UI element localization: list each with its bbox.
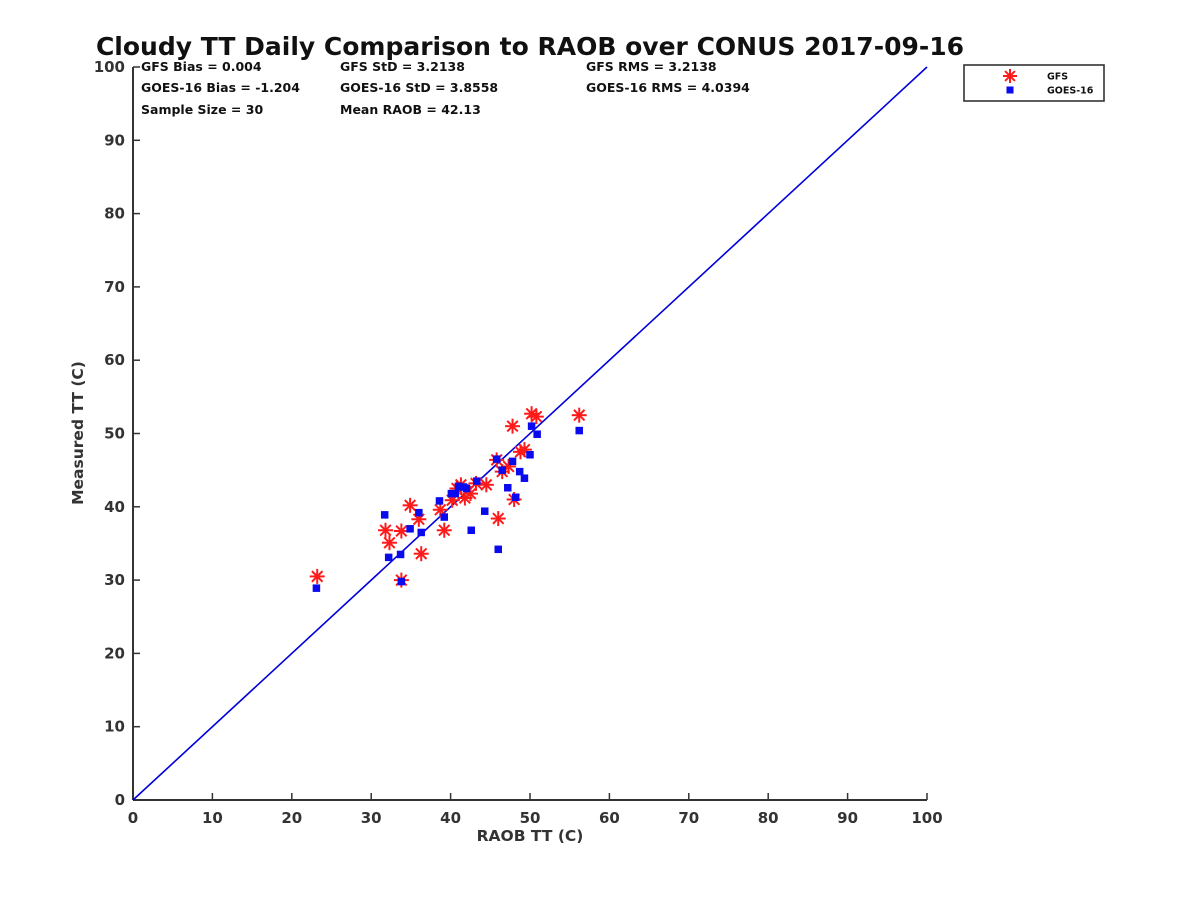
series-layer xyxy=(309,406,587,592)
goes16-point xyxy=(417,528,425,537)
gfs-point xyxy=(571,407,587,423)
goes16-point xyxy=(498,466,506,474)
goes16-point xyxy=(511,493,520,502)
x-tick-label: 100 xyxy=(911,809,942,827)
stat-text: GFS StD = 3.2138 xyxy=(340,59,465,74)
legend-label: GFS xyxy=(1047,72,1068,83)
x-tick-label: 30 xyxy=(361,809,382,827)
goes16-point xyxy=(492,455,501,463)
chart-title: Cloudy TT Daily Comparison to RAOB over … xyxy=(96,32,964,61)
stat-text: GOES-16 RMS = 4.0394 xyxy=(586,80,750,95)
gfs-point xyxy=(490,511,506,527)
goes16-point xyxy=(575,426,583,435)
y-tick-label: 60 xyxy=(104,351,125,369)
gfs-point xyxy=(381,535,397,551)
gfs-point xyxy=(528,409,544,425)
y-tick-label: 30 xyxy=(104,571,125,589)
one-to-one-reference-line xyxy=(132,66,928,801)
goes16-point xyxy=(451,489,460,498)
y-tick-label: 70 xyxy=(104,278,125,296)
y-tick-label: 40 xyxy=(104,498,125,516)
legend-label: GOES-16 xyxy=(1047,86,1094,97)
x-axis-label: RAOB TT (C) xyxy=(477,827,584,845)
goes16-point xyxy=(435,497,444,505)
gfs-point xyxy=(402,497,418,513)
gfs-point xyxy=(516,442,532,458)
x-tick-label: 50 xyxy=(520,809,541,827)
stat-text: GOES-16 Bias = -1.204 xyxy=(141,80,300,95)
goes16-point xyxy=(447,489,456,498)
stat-text: GFS RMS = 3.2138 xyxy=(586,59,717,74)
stat-text: Mean RAOB = 42.13 xyxy=(340,102,481,117)
legend-box xyxy=(963,64,1105,102)
gfs-point xyxy=(413,546,429,562)
x-axis-ticks: 0 10 20 30 40 50 60 70 80 90 100 xyxy=(128,793,943,827)
gfs-point xyxy=(505,418,521,434)
y-tick-label: 100 xyxy=(94,58,125,76)
goes16-point xyxy=(454,482,463,491)
series-goes-16 xyxy=(312,422,583,592)
x-tick-label: 20 xyxy=(281,809,302,827)
gfs-point xyxy=(478,477,494,493)
goes16-point xyxy=(515,467,524,476)
x-tick-label: 70 xyxy=(678,809,699,827)
x-tick-label: 90 xyxy=(837,809,858,827)
y-tick-label: 0 xyxy=(115,791,125,809)
goes16-point xyxy=(462,484,471,493)
goes16-point xyxy=(380,511,389,519)
goes16-point xyxy=(508,457,517,466)
legend-gfs-marker xyxy=(1003,69,1017,83)
y-tick-label: 50 xyxy=(104,425,125,443)
x-tick-label: 60 xyxy=(599,809,620,827)
gfs-point xyxy=(432,502,448,518)
statistics-block: GFS Bias = 0.004 GFS StD = 3.2138 GFS RMS … xyxy=(141,59,750,117)
goes16-point xyxy=(527,422,536,430)
x-tick-label: 40 xyxy=(440,809,461,827)
x-tick-label: 10 xyxy=(202,809,223,827)
goes16-point xyxy=(384,553,393,562)
goes16-point xyxy=(504,483,512,492)
legend-goes16-marker xyxy=(1006,86,1014,94)
goes16-point xyxy=(440,513,448,521)
y-tick-label: 80 xyxy=(104,205,125,223)
goes16-point xyxy=(312,584,321,592)
goes16-point xyxy=(533,430,541,438)
stat-text: GOES-16 StD = 3.8558 xyxy=(340,80,498,95)
gfs-point xyxy=(309,568,325,584)
y-tick-label: 10 xyxy=(104,718,125,736)
goes16-point xyxy=(415,508,423,517)
goes16-point xyxy=(526,451,534,459)
gfs-point xyxy=(377,522,393,538)
goes16-point xyxy=(406,525,414,533)
goes16-point xyxy=(396,550,405,559)
legend: GFS GOES-16 xyxy=(963,64,1105,102)
goes16-point xyxy=(473,477,481,485)
x-tick-label: 0 xyxy=(128,809,138,827)
goes16-point xyxy=(494,545,502,554)
x-tick-label: 80 xyxy=(758,809,779,827)
gfs-point xyxy=(436,522,452,538)
y-axis-ticks: 0 10 20 30 40 50 60 70 80 90 100 xyxy=(94,58,140,809)
goes16-point xyxy=(467,526,475,535)
y-tick-label: 90 xyxy=(104,131,125,149)
stat-text: Sample Size = 30 xyxy=(141,102,263,117)
goes16-point xyxy=(480,507,489,515)
stat-text: GFS Bias = 0.004 xyxy=(141,59,262,74)
goes16-point xyxy=(397,577,406,586)
y-tick-label: 20 xyxy=(104,644,125,662)
goes16-point xyxy=(520,474,529,482)
y-axis-label: Measured TT (C) xyxy=(69,361,87,505)
